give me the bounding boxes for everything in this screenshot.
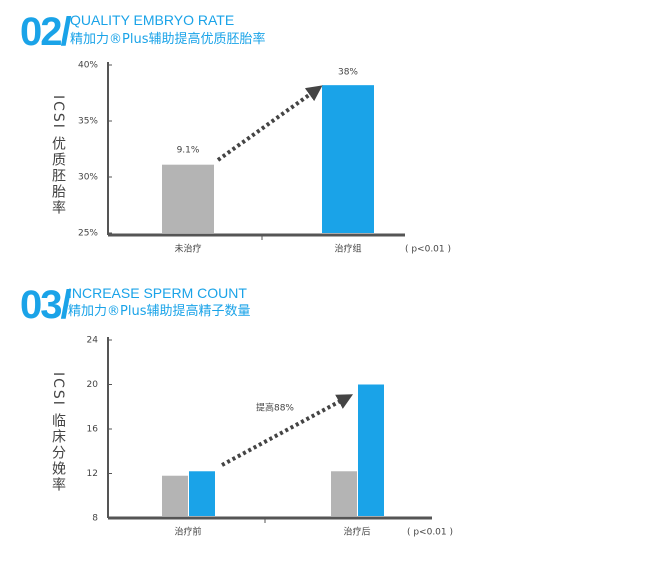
bar [189, 471, 215, 516]
bar [331, 471, 357, 516]
y-tick-label: 40% [78, 61, 98, 71]
section-subtitle: 精加力®Plus辅助提高优质胚胎率 [70, 31, 265, 47]
y-tick-label: 16 [87, 425, 99, 435]
bar [162, 164, 214, 233]
section-title: QUALITY EMBRYO RATE [70, 12, 234, 28]
x-tick-label: 治疗前 [174, 526, 201, 538]
x-tick-label: 未治疗 [174, 243, 201, 255]
section-title: INCREASE SPERM COUNT [68, 285, 247, 301]
y-tick-label: 30% [78, 173, 98, 183]
y-axis-label: ICSI 临床分娩率 [50, 372, 66, 493]
section-number: 02/ [20, 10, 71, 54]
bar [322, 85, 374, 233]
y-tick-label: 12 [87, 469, 98, 479]
bar [358, 384, 384, 516]
y-tick-label: 35% [78, 117, 98, 127]
annotation: 9.1% [177, 146, 200, 156]
trend-arrow [216, 85, 323, 162]
y-tick-label: 8 [92, 514, 98, 524]
y-tick-label: 25% [78, 229, 98, 239]
p-value-note: ( p<0.01 ) [407, 528, 453, 538]
y-tick-label: 20 [87, 380, 99, 390]
y-axis-label: ICSI 优质胚胎率 [50, 95, 66, 216]
p-value-note: ( p<0.01 ) [405, 245, 451, 255]
section-number: 03/ [20, 283, 71, 327]
annotation: 提高88% [256, 402, 294, 414]
annotation: 38% [338, 68, 358, 78]
y-tick-label: 24 [87, 336, 99, 346]
x-tick-label: 治疗组 [334, 243, 361, 255]
section-subtitle: 精加力®Plus辅助提高精子数量 [68, 303, 250, 319]
bar [162, 475, 188, 516]
x-tick-label: 治疗后 [343, 526, 370, 538]
